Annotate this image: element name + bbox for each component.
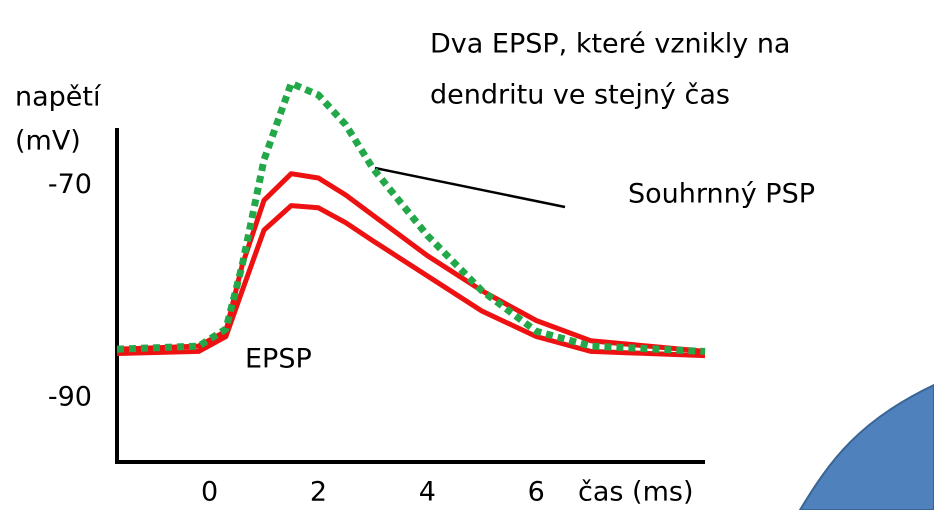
- data-line: [116, 203, 706, 359]
- decor-shape: [798, 383, 934, 510]
- title-line: dendritu ve stejný čas: [430, 80, 730, 111]
- x-tick-label: 2: [310, 477, 327, 508]
- y-tick-label: -90: [48, 382, 92, 413]
- annotation: EPSP: [245, 344, 312, 375]
- y-axis-label: napětí: [15, 82, 102, 113]
- y-axis-label: (mV): [15, 126, 81, 157]
- title-line: Dva EPSP, které vznikly na: [430, 29, 790, 60]
- annotation-pointer: [374, 166, 566, 209]
- annotation: Souhrnný PSP: [628, 179, 815, 210]
- x-tick-label: 6: [528, 477, 545, 508]
- y-tick-label: -70: [48, 169, 92, 200]
- x-axis-label: čas (ms): [578, 477, 693, 508]
- x-tick-label: 0: [201, 477, 218, 508]
- data-line: [116, 79, 706, 355]
- x-tick-label: 4: [419, 477, 436, 508]
